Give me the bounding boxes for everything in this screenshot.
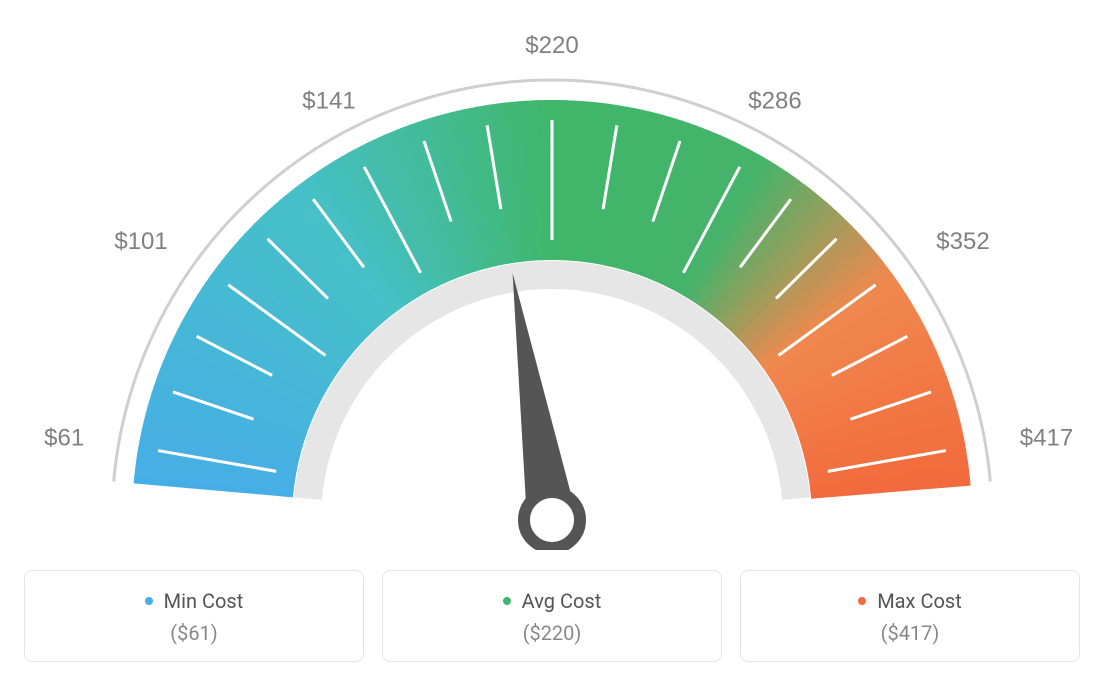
legend-label-text: Avg Cost	[522, 589, 602, 613]
gauge-svg: $61 $101 $141 $220 $286 $352 $417	[20, 20, 1084, 550]
legend-dot-icon	[145, 597, 153, 605]
legend-value: ($417)	[751, 621, 1069, 645]
legend-label-text: Max Cost	[877, 589, 962, 613]
legend-row: Min Cost ($61) Avg Cost ($220) Max Cost …	[20, 570, 1084, 662]
legend-card-min: Min Cost ($61)	[24, 570, 364, 662]
legend-dot-icon	[503, 597, 511, 605]
legend-label: Avg Cost	[393, 589, 711, 613]
legend-card-max: Max Cost ($417)	[740, 570, 1080, 662]
gauge-tick-label: $61	[44, 425, 84, 452]
gauge-tick-label: $417	[1020, 425, 1073, 452]
legend-label: Min Cost	[35, 589, 353, 613]
gauge-chart: $61 $101 $141 $220 $286 $352 $417	[20, 20, 1084, 550]
gauge-needle-hub	[524, 492, 580, 548]
gauge-tick-label: $101	[114, 228, 167, 255]
gauge-tick-label: $352	[936, 228, 989, 255]
legend-label: Max Cost	[751, 589, 1069, 613]
legend-dot-icon	[858, 597, 866, 605]
legend-value: ($61)	[35, 621, 353, 645]
gauge-tick-label: $220	[525, 32, 578, 59]
gauge-cost-widget: $61 $101 $141 $220 $286 $352 $417 Min Cost ($6…	[20, 20, 1084, 662]
legend-card-avg: Avg Cost ($220)	[382, 570, 722, 662]
legend-value: ($220)	[393, 621, 711, 645]
gauge-tick-label: $286	[748, 88, 801, 115]
legend-label-text: Min Cost	[164, 589, 244, 613]
gauge-tick-label: $141	[302, 88, 355, 115]
